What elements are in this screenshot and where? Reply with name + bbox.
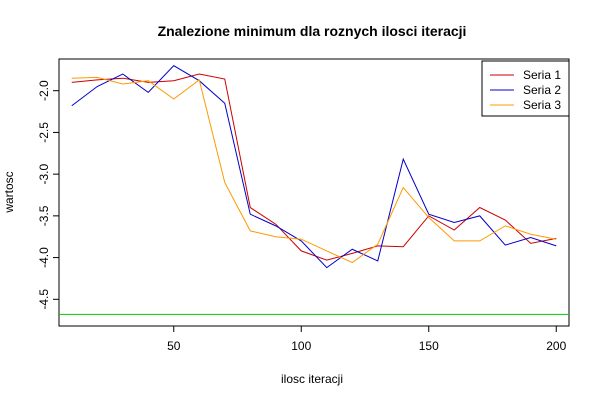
- legend-label-3: Seria 3: [523, 98, 561, 112]
- y-tick-label: -2.0: [37, 80, 51, 101]
- x-tick-label: 50: [167, 339, 181, 353]
- chart-title: Znalezione minimum dla roznych ilosci it…: [158, 23, 467, 39]
- y-tick-label: -4.5: [37, 289, 51, 310]
- y-tick-label: -2.5: [37, 122, 51, 143]
- series-line-2: [71, 65, 557, 269]
- x-tick-label: 150: [419, 339, 439, 353]
- x-tick-label: 200: [546, 339, 566, 353]
- legend-label-2: Seria 2: [523, 83, 561, 97]
- x-axis: 50 100 150 200: [167, 326, 567, 353]
- series-line-3: [71, 76, 557, 264]
- x-axis-label: ilosc iteracji: [281, 372, 343, 386]
- plot-area: [58, 58, 570, 327]
- plot-frame: [58, 58, 570, 327]
- y-tick-label: -4.0: [37, 247, 51, 268]
- legend-box: [481, 60, 570, 117]
- legend-label-1: Seria 1: [523, 68, 561, 82]
- y-tick-label: -3.5: [37, 205, 51, 226]
- y-axis-label: wartosc: [2, 171, 16, 213]
- y-axis: -2.0 -2.5 -3.0 -3.5 -4.0 -4.5: [37, 80, 59, 310]
- series-line-1: [71, 73, 557, 261]
- x-tick-label: 100: [291, 339, 311, 353]
- y-tick-label: -3.0: [37, 163, 51, 184]
